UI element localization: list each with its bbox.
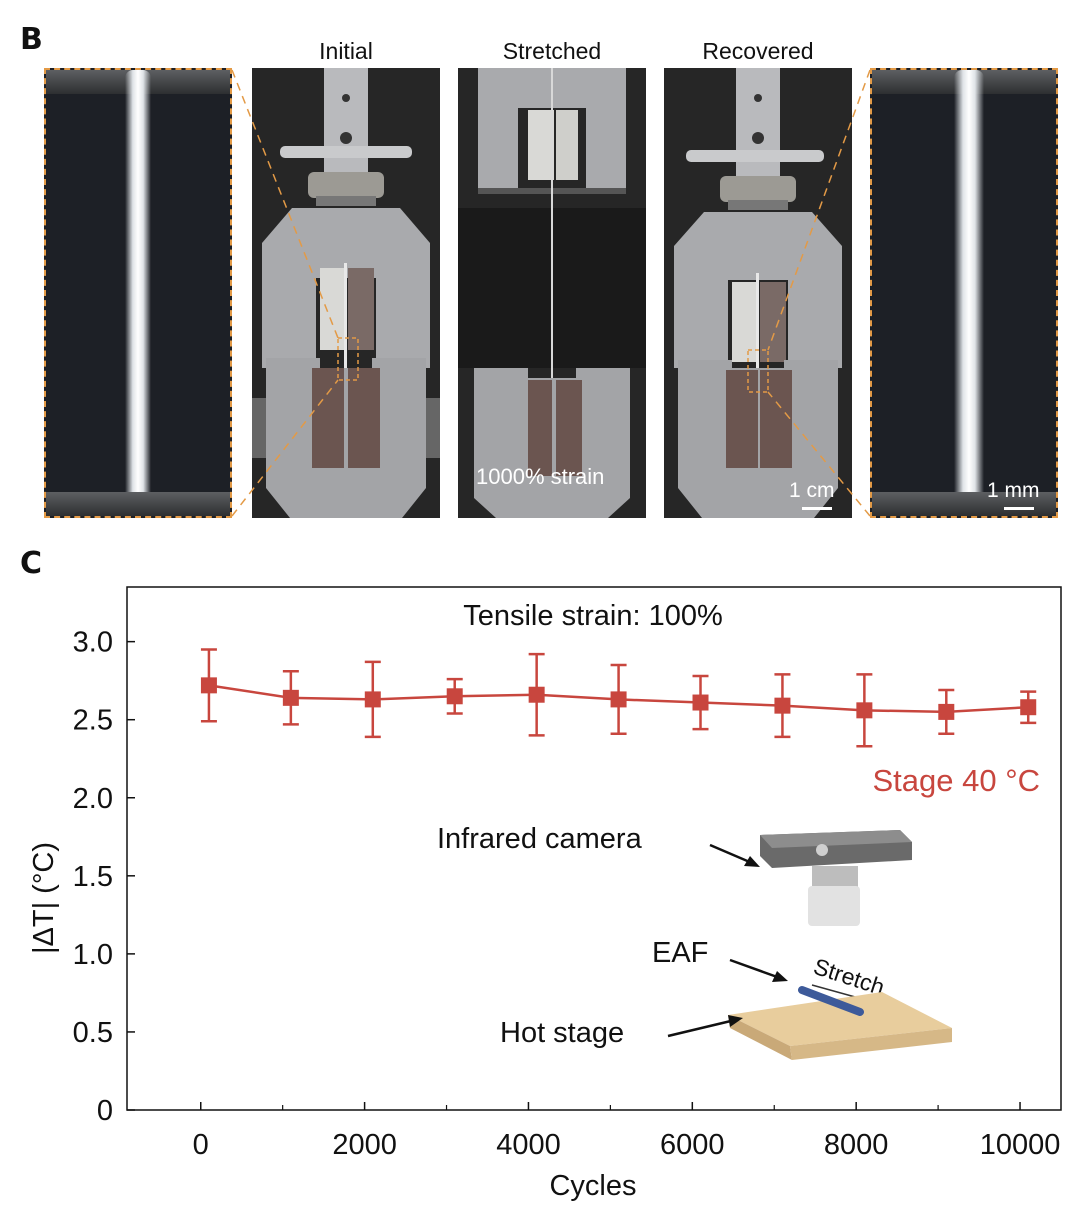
scale-mm-label: 1 mm: [987, 479, 1040, 502]
stage-arrow: [667, 1018, 736, 1038]
x-tick-label: 0: [193, 1129, 209, 1161]
data-point: [856, 702, 873, 719]
y-tick-label: 3.0: [73, 627, 113, 659]
x-tick-label: 8000: [824, 1129, 889, 1161]
camera-label: Infrared camera: [437, 823, 643, 855]
inset-illustration: Infrared camera EAF Stretch Hot stage: [437, 823, 952, 1060]
label-initial: Initial: [319, 38, 373, 64]
y-tick-label: 2.5: [73, 705, 113, 737]
data-point: [1020, 699, 1037, 716]
data-point: [692, 694, 709, 711]
x-axis-label: Cycles: [549, 1170, 636, 1202]
x-tick-label: 4000: [496, 1129, 561, 1161]
y-tick-label: 0.5: [73, 1017, 113, 1049]
zoom-connectors: [231, 69, 871, 517]
photo-recovered: [664, 68, 852, 518]
cycle-chart: Tensile strain: 100% Cycles |ΔT| (°C) St…: [28, 586, 1062, 1202]
photo-initial: [252, 68, 440, 518]
y-axis-label: |ΔT| (°C): [28, 842, 60, 954]
data-point: [364, 691, 381, 708]
y-tick-label: 2.0: [73, 783, 113, 815]
y-tick-label: 0: [97, 1095, 113, 1127]
panel-letter-c: C: [20, 546, 43, 581]
eaf-label: EAF: [652, 937, 708, 969]
series-legend-label: Stage 40 °C: [872, 763, 1040, 798]
label-recovered: Recovered: [702, 38, 814, 64]
data-point: [282, 689, 299, 706]
data-point: [528, 686, 545, 703]
y-tick-label: 1.5: [73, 861, 113, 893]
camera-arrow: [709, 843, 753, 865]
zoom-photo-initial: [44, 68, 232, 518]
strain-label: 1000% strain: [476, 464, 605, 489]
chart-title: Tensile strain: 100%: [463, 600, 723, 632]
scale-cm-bar: [802, 507, 832, 510]
y-tick-label: 1.0: [73, 939, 113, 971]
hot-stage-icon: [728, 986, 952, 1060]
data-point: [938, 703, 955, 720]
eaf-arrow: [729, 958, 781, 980]
data-point: [446, 688, 463, 705]
scale-mm-bar: [1004, 507, 1034, 510]
data-point: [610, 691, 627, 708]
data-point: [774, 697, 791, 714]
panel-letter-b: B: [20, 22, 43, 57]
scale-cm-label: 1 cm: [789, 479, 835, 502]
x-tick-label: 2000: [332, 1129, 397, 1161]
camera-icon: [760, 830, 912, 926]
x-tick-label: 6000: [660, 1129, 725, 1161]
photo-stretched: [458, 68, 646, 518]
stage-label: Hot stage: [500, 1017, 624, 1049]
x-tick-label: 10000: [980, 1129, 1061, 1161]
plot-frame: [126, 586, 1062, 1111]
zoom-photo-recovered: [870, 68, 1058, 518]
data-point: [200, 677, 217, 694]
label-stretched: Stretched: [502, 38, 602, 64]
